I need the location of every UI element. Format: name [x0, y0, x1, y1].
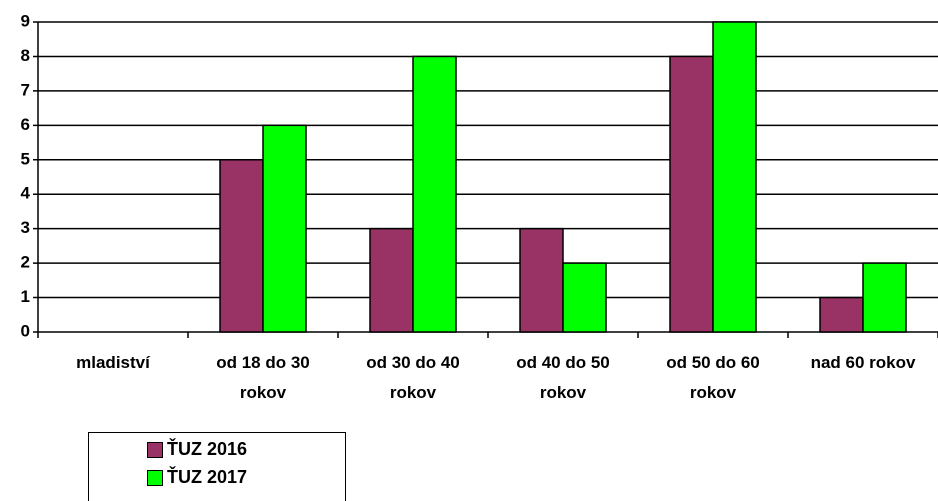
y-tick-label: 4 — [21, 184, 31, 203]
bar — [819, 296, 864, 333]
y-tick-label: 1 — [21, 287, 30, 306]
x-tick-label: od 40 do 50 rokov — [516, 353, 610, 402]
y-tick-label: 5 — [21, 149, 30, 168]
y-tick-label: 0 — [21, 321, 30, 340]
bar — [862, 262, 907, 333]
x-tick-label: nad 60 rokov — [810, 353, 916, 372]
legend-entry: ŤUZ 2017 — [147, 467, 247, 488]
legend-swatch — [147, 469, 163, 486]
y-tick-label: 7 — [21, 80, 30, 99]
legend-label: ŤUZ 2016 — [167, 439, 248, 459]
x-tick-label: od 50 do 60 rokov — [666, 353, 760, 402]
bar — [219, 159, 264, 333]
y-tick-label: 2 — [21, 253, 30, 272]
legend-entry: ŤUZ 2016 — [147, 439, 247, 460]
bar — [369, 227, 414, 333]
bar — [519, 227, 564, 333]
legend: ŤUZ 2016 ŤUZ 2017 — [88, 432, 346, 501]
y-tick-label: 9 — [21, 11, 30, 30]
x-tick-label: od 18 do 30 rokov — [216, 353, 310, 402]
legend-swatch — [147, 441, 163, 458]
bar — [712, 21, 757, 333]
y-tick-label: 6 — [21, 115, 30, 134]
legend-label: ŤUZ 2017 — [167, 467, 248, 487]
bar — [412, 55, 457, 333]
bar — [262, 124, 307, 333]
y-tick-label: 8 — [21, 46, 30, 65]
bar — [562, 262, 607, 333]
x-tick-label: mladiství — [76, 353, 150, 372]
x-tick-label: od 30 do 40 rokov — [366, 353, 460, 402]
bar — [669, 55, 714, 333]
y-tick-label: 3 — [21, 218, 30, 237]
